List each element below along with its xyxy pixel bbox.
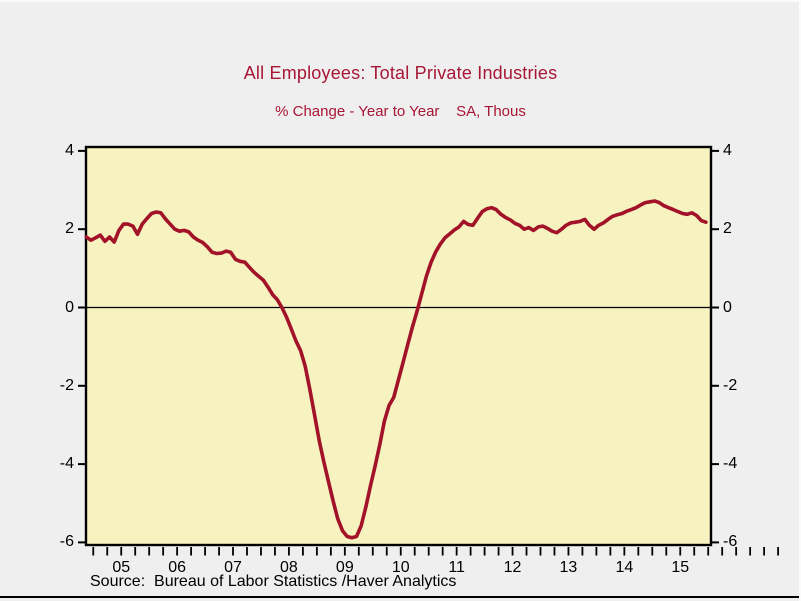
x-axis-year-label: 14	[615, 559, 634, 576]
x-axis-year-label: 10	[391, 559, 410, 576]
data-line	[84, 199, 708, 540]
y-axis-label-right: -6	[723, 533, 738, 551]
bottom-divider	[0, 596, 799, 598]
y-axis-label-right: -4	[723, 455, 738, 473]
chart-title: All Employees: Total Private Industries	[243, 63, 558, 83]
x-axis-year-label: 11	[448, 559, 465, 576]
x-axis-year-label: 15	[671, 559, 690, 576]
y-axis-label-left: -6	[59, 533, 74, 551]
y-axis-label-left: 0	[65, 298, 74, 316]
x-axis-year-label: 05	[112, 559, 131, 576]
y-axis-label-left: 4	[65, 141, 74, 159]
x-axis-year-label: 08	[280, 559, 298, 576]
x-axis-year-label: 07	[224, 559, 242, 576]
y-axis-label-left: -2	[59, 376, 74, 394]
x-axis-year-label: 09	[335, 559, 354, 576]
source-attribution: Source: Bureau of Labor Statistics /Have…	[90, 573, 457, 590]
y-axis-label-right: 4	[723, 141, 732, 159]
y-axis-label-left: -4	[59, 455, 74, 473]
x-axis-year-label: 06	[168, 559, 186, 576]
y-axis-label-right: -2	[723, 376, 738, 394]
y-axis-label-right: 2	[723, 220, 732, 238]
y-axis-label-right: 0	[723, 298, 732, 316]
x-axis-year-label: 13	[559, 559, 578, 576]
x-axis-year-label: 12	[503, 559, 522, 576]
chart-subtitle: % Change - Year to Year SA, Thous	[275, 103, 526, 120]
y-axis-label-left: 2	[65, 220, 74, 238]
plot-background	[84, 145, 713, 547]
